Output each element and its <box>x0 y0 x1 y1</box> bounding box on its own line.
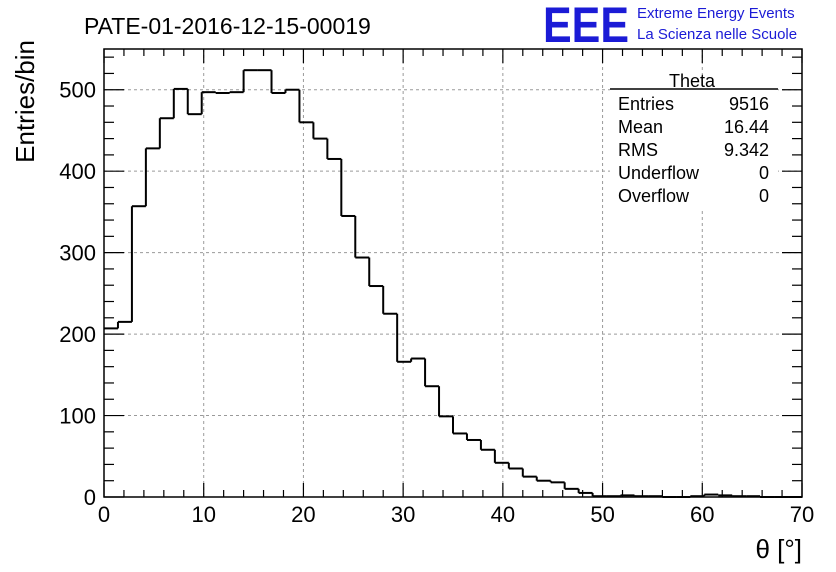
stats-box: Theta Entries 9516 Mean 16.44 RMS 9.342 Underf… <box>610 71 778 210</box>
stats-value: 9516 <box>729 94 769 114</box>
stats-label: Overflow <box>618 186 690 206</box>
stats-label: RMS <box>618 140 658 160</box>
y-tick-label: 200 <box>59 322 96 347</box>
y-tick-label: 500 <box>59 78 96 103</box>
x-tick-label: 10 <box>191 502 215 527</box>
stats-box-background <box>610 76 778 210</box>
x-tick-labels: 0 10 20 30 40 50 60 70 <box>98 502 814 527</box>
x-tick-label: 30 <box>391 502 415 527</box>
axis-ticks <box>103 49 803 498</box>
histogram-bins <box>104 69 802 498</box>
stats-rows: Entries 9516 Mean 16.44 RMS 9.342 Underflow 0 Ov… <box>618 94 769 206</box>
x-tick-label: 0 <box>98 502 110 527</box>
x-tick-label: 70 <box>790 502 814 527</box>
logo: EEE Extreme Energy Events La Scienza nel… <box>543 0 797 53</box>
y-tick-label: 100 <box>59 404 96 429</box>
stats-box-title: Theta <box>669 71 716 91</box>
logo-line-2: La Scienza nelle Scuole <box>637 26 797 43</box>
y-axis-title: Entries/bin <box>10 40 40 163</box>
stats-label: Entries <box>618 94 674 114</box>
chart-title: PATE-01-2016-12-15-00019 <box>84 13 371 39</box>
plot-frame <box>103 48 803 498</box>
x-tick-label: 60 <box>690 502 714 527</box>
x-tick-label: 20 <box>291 502 315 527</box>
stats-value: 0 <box>759 186 769 206</box>
stats-value: 9.342 <box>724 140 769 160</box>
stats-label: Underflow <box>618 163 700 183</box>
logo-line-1: Extreme Energy Events <box>637 5 795 22</box>
stats-value: 16.44 <box>724 117 769 137</box>
y-tick-labels: 0 100 200 300 400 500 <box>59 78 96 510</box>
x-axis-title: θ [°] <box>755 534 802 564</box>
logo-mark: EEE <box>543 0 629 53</box>
stats-label: Mean <box>618 117 663 137</box>
y-tick-label: 400 <box>59 159 96 184</box>
y-tick-label: 300 <box>59 241 96 266</box>
y-tick-label: 0 <box>84 485 96 510</box>
stats-value: 0 <box>759 163 769 183</box>
x-tick-label: 40 <box>491 502 515 527</box>
x-tick-label: 50 <box>590 502 614 527</box>
